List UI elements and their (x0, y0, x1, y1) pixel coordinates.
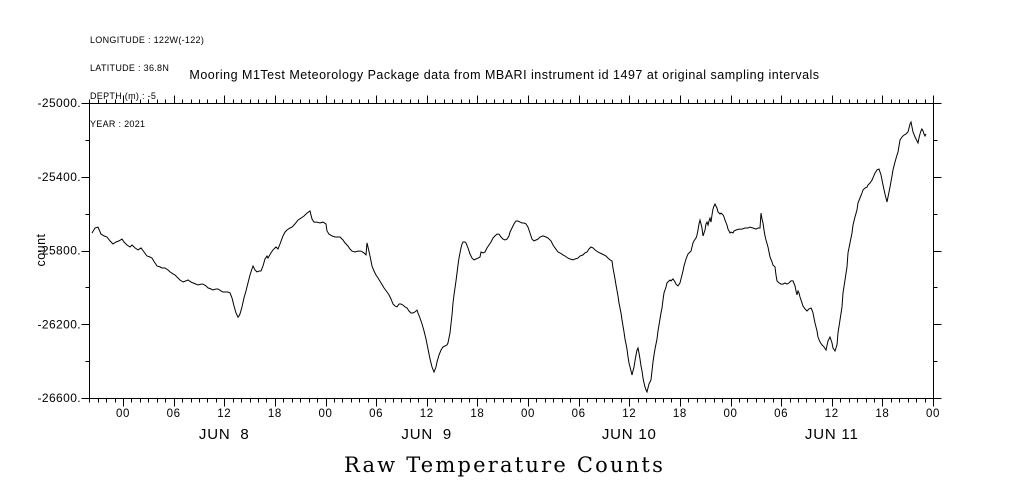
x-tick-label: 06 (572, 408, 586, 420)
x-tick-label: 06 (774, 408, 788, 420)
metadata-block: LONGITUDE : 122W(-122) LATITUDE : 36.8N … (90, 17, 204, 149)
x-day-label: JUN 9 (401, 426, 452, 443)
x-tick-label: 00 (926, 408, 940, 420)
x-day-label: JUN 8 (199, 426, 250, 443)
bottom-title: Raw Temperature Counts (343, 453, 666, 477)
x-tick-label: 12 (420, 408, 434, 420)
x-tick-label: 06 (369, 408, 383, 420)
x-tick-label: 00 (724, 408, 738, 420)
y-tick-label: -25800. (38, 244, 82, 258)
x-day-label: JUN 10 (602, 426, 657, 443)
chart-title: Mooring M1Test Meteorology Package data … (189, 68, 820, 82)
y-tick-label: -25000. (38, 96, 82, 110)
x-tick-label: 00 (319, 408, 333, 420)
plot-frame (89, 103, 934, 399)
x-tick-label: 00 (116, 408, 130, 420)
axis-tick-labels: -25000. -25400. -25800. -26200. -26600. 00 06 1… (38, 96, 940, 443)
metadata-latitude: LATITUDE : 36.8N (90, 63, 170, 74)
x-tick-label: 18 (673, 408, 687, 420)
metadata-longitude: LONGITUDE : 122W(-122) (90, 34, 205, 45)
metadata-depth: DEPTH (m) : -5 (90, 91, 157, 102)
x-tick-label: 12 (217, 408, 231, 420)
y-tick-label: -25400. (38, 170, 82, 184)
x-day-label: JUN 11 (805, 426, 859, 443)
x-tick-label: 18 (470, 408, 484, 420)
x-tick-label: 12 (825, 408, 839, 420)
x-tick-label: 18 (268, 408, 282, 420)
x-tick-label: 00 (521, 408, 535, 420)
metadata-year: YEAR : 2021 (90, 119, 146, 130)
y-tick-label: -26600. (38, 391, 82, 405)
x-tick-label: 18 (875, 408, 889, 420)
y-tick-label: -26200. (38, 317, 82, 331)
temperature-count-line (91, 120, 927, 394)
x-tick-label: 12 (622, 408, 636, 420)
x-tick-label: 06 (167, 408, 181, 420)
axes (81, 95, 942, 407)
